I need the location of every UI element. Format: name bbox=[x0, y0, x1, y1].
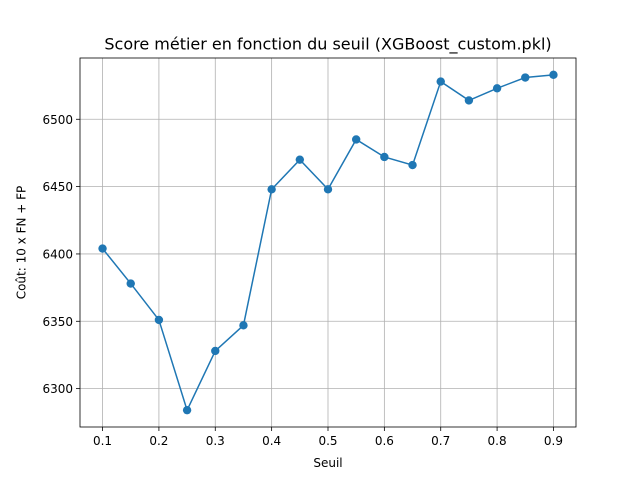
x-tick-label: 0.6 bbox=[375, 434, 394, 448]
data-point bbox=[98, 244, 107, 253]
data-point bbox=[154, 315, 164, 325]
x-tick-label: 0.2 bbox=[149, 434, 168, 448]
x-tick-label: 0.5 bbox=[318, 434, 337, 448]
chart-title: Score métier en fonction du seuil (XGBoo… bbox=[104, 35, 551, 55]
data-point bbox=[323, 185, 333, 194]
y-axis-label: Coût: 10 x FN + FP bbox=[15, 186, 29, 300]
data-point bbox=[295, 155, 305, 164]
x-tick-label: 0.9 bbox=[544, 434, 563, 448]
y-tick-label: 6450 bbox=[42, 180, 73, 194]
data-point bbox=[239, 321, 248, 330]
x-tick-label: 0.3 bbox=[206, 434, 225, 448]
x-tick-label: 0.4 bbox=[262, 434, 281, 448]
data-point bbox=[436, 77, 445, 86]
data-point bbox=[267, 185, 276, 194]
data-point bbox=[380, 152, 389, 162]
x-tick-label: 0.1 bbox=[93, 434, 112, 448]
axis-ticks: 0.1 0.2 0.3 0.4 0.5 0.6 0.7 0.8 0.9 6300 6350 6400 6… bbox=[42, 113, 563, 448]
data-point bbox=[492, 84, 502, 93]
data-point bbox=[549, 70, 558, 80]
data-point bbox=[182, 405, 192, 415]
grid bbox=[80, 58, 576, 427]
data-point bbox=[211, 346, 220, 356]
data-point bbox=[351, 135, 361, 144]
x-tick-label: 0.8 bbox=[488, 434, 507, 448]
y-tick-label: 6300 bbox=[42, 382, 73, 396]
x-tick-label: 0.7 bbox=[431, 434, 450, 448]
data-point bbox=[408, 160, 417, 170]
data-point bbox=[521, 73, 530, 82]
data-point bbox=[126, 279, 135, 288]
data-point bbox=[464, 96, 474, 105]
y-tick-label: 6400 bbox=[42, 247, 73, 261]
x-axis-label: Seuil bbox=[313, 456, 342, 470]
y-tick-label: 6500 bbox=[42, 113, 73, 127]
series-line-group bbox=[98, 70, 558, 415]
y-tick-label: 6350 bbox=[42, 315, 73, 329]
